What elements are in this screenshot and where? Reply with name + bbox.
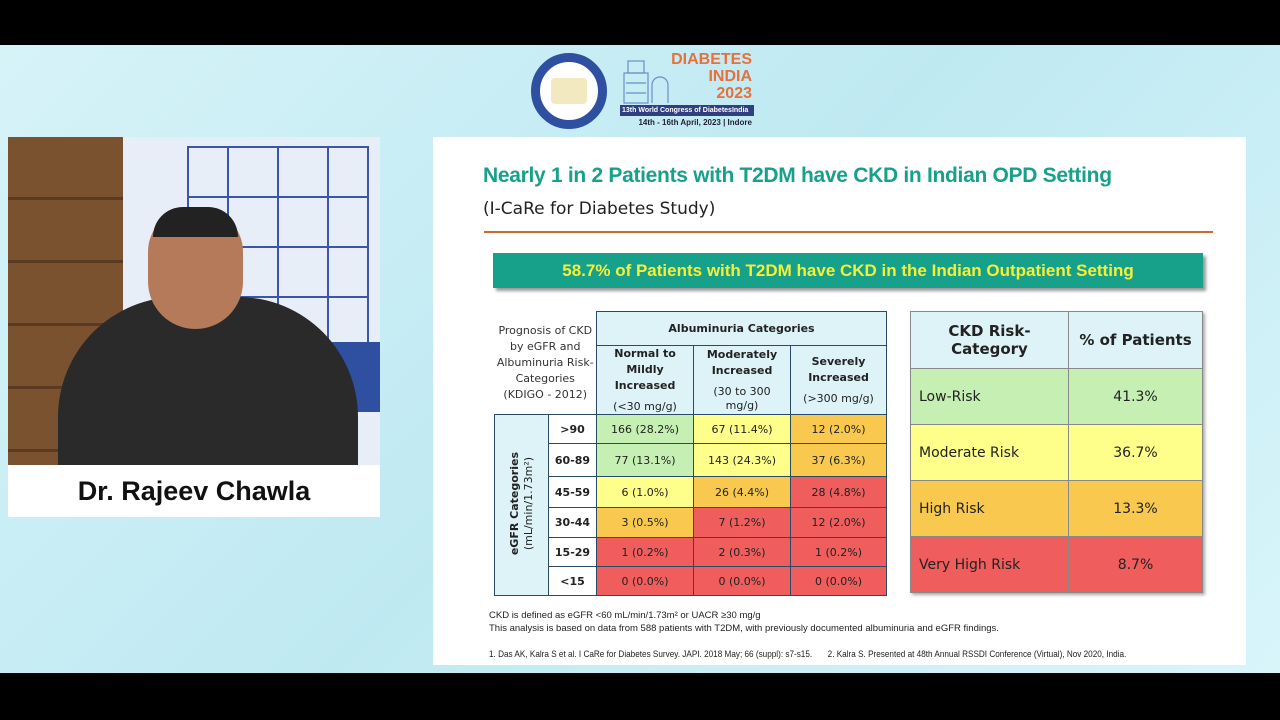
event-name-2: INDIA <box>708 68 752 85</box>
egfr-axis-label: eGFR Categories (mL/min/1.73m²) <box>494 414 549 596</box>
diabetes-india-2023-logo: DIABETES INDIA 2023 13th World Congress … <box>620 51 755 131</box>
header-percent: % of Patients <box>1068 311 1203 369</box>
risk-category: Moderate Risk <box>910 424 1069 481</box>
footnotes: CKD is defined as eGFR <60 mL/min/1.73m²… <box>489 609 999 635</box>
heatmap-cell: 1 (0.2%) <box>596 537 695 567</box>
risk-row: Moderate Risk 36.7% <box>910 424 1203 481</box>
albuminuria-header: Albuminuria Categories <box>596 311 888 346</box>
video-frame: DIABETES INDIA 2023 13th World Congress … <box>0 45 1280 673</box>
reference-1: 1. Das AK, Kalra S et al. I CaRe for Dia… <box>489 649 813 660</box>
event-congress: 13th World Congress of DiabetesIndia <box>620 105 754 116</box>
table-corner-label: Prognosis of CKD by eGFR and Albuminuria… <box>494 311 597 415</box>
note-ckd-definition: CKD is defined as eGFR <60 mL/min/1.73m²… <box>489 610 761 621</box>
table-row: <15 0 (0.0%) 0 (0.0%) 0 (0.0%) <box>495 566 888 596</box>
risk-percent: 8.7% <box>1068 536 1203 593</box>
risk-row: Low-Risk 41.3% <box>910 368 1203 425</box>
heatmap-cell: 3 (0.5%) <box>596 507 695 538</box>
egfr-row-label: <15 <box>547 566 598 596</box>
presentation-slide: Nearly 1 in 2 Patients with T2DM have CK… <box>433 137 1246 665</box>
event-dates: 14th - 16th April, 2023 | Indore <box>638 118 752 127</box>
column-range: (>300 mg/g) <box>803 392 874 405</box>
risk-category: Low-Risk <box>910 368 1069 425</box>
kdigo-heatmap-table: Prognosis of CKD by eGFR and Albuminuria… <box>494 311 888 596</box>
egfr-row-label: 30-44 <box>547 507 598 538</box>
risk-percent: 36.7% <box>1068 424 1203 481</box>
speaker-video <box>8 137 380 465</box>
slide-subtitle: (I-CaRe for Diabetes Study) <box>483 199 716 219</box>
risk-percent: 41.3% <box>1068 368 1203 425</box>
albuminuria-column-header: Severely Increased (>300 mg/g) <box>790 345 888 415</box>
table-row: eGFR Categories (mL/min/1.73m²) >90 166 (28… <box>494 414 888 596</box>
note-analysis: This analysis is based on data from 588 … <box>489 623 999 634</box>
heatmap-cell: 77 (13.1%) <box>596 443 695 477</box>
egfr-row-label: 15-29 <box>547 537 598 567</box>
heatmap-cell: 26 (4.4%) <box>693 476 792 508</box>
heatmap-cell: 1 (0.2%) <box>790 537 888 567</box>
heatmap-cell: 12 (2.0%) <box>790 507 888 538</box>
reference-2: 2. Kalra S. Presented at 48th Annual RSS… <box>827 649 1127 660</box>
column-name: Severely Increased <box>808 355 869 384</box>
heatmap-cell: 0 (0.0%) <box>790 566 888 596</box>
slide-title: Nearly 1 in 2 Patients with T2DM have CK… <box>483 164 1112 187</box>
heatmap-cell: 143 (24.3%) <box>693 443 792 477</box>
albuminuria-column-header: Moderately Increased (30 to 300 mg/g) <box>693 345 792 415</box>
table-row: 45-59 6 (1.0%) 26 (4.4%) 28 (4.8%) <box>495 476 888 508</box>
event-year: 2023 <box>716 85 752 102</box>
event-name: DIABETES <box>671 51 752 68</box>
heatmap-cell: 7 (1.2%) <box>693 507 792 538</box>
heatmap-cell: 0 (0.0%) <box>693 566 792 596</box>
heatmap-cell: 67 (11.4%) <box>693 414 792 444</box>
column-range: (30 to 300 mg/g) <box>713 385 771 412</box>
risk-category-table: CKD Risk-Category % of Patients Low-Risk… <box>910 311 1203 593</box>
column-name: Moderately Increased <box>706 348 778 377</box>
heatmap-cell: 12 (2.0%) <box>790 414 888 444</box>
seal-center-emblem <box>551 78 587 104</box>
egfr-label: eGFR Categories <box>507 451 521 556</box>
risk-category: Very High Risk <box>910 536 1069 593</box>
egfr-row-label: 45-59 <box>547 476 598 508</box>
diabetes-india-seal-logo <box>531 53 607 129</box>
egfr-row-label: >90 <box>547 414 598 444</box>
heatmap-cell: 166 (28.2%) <box>596 414 695 444</box>
divider <box>484 231 1213 233</box>
heatmap-cell: 0 (0.0%) <box>596 566 695 596</box>
table-row: 60-89 77 (13.1%) 143 (24.3%) 37 (6.3%) <box>495 443 888 477</box>
egfr-row-label: 60-89 <box>547 443 598 477</box>
column-name: Normal to Mildly Increased <box>614 347 676 392</box>
risk-category: High Risk <box>910 480 1069 537</box>
speaker-name: Dr. Rajeev Chawla <box>8 465 380 517</box>
risk-row: Very High Risk 8.7% <box>910 536 1203 593</box>
table-row: 30-44 3 (0.5%) 7 (1.2%) 12 (2.0%) <box>495 507 888 538</box>
albuminuria-column-header: Normal to Mildly Increased (<30 mg/g) <box>596 345 695 415</box>
heatmap-cell: 37 (6.3%) <box>790 443 888 477</box>
palace-icon <box>623 60 669 104</box>
heatmap-cell: 28 (4.8%) <box>790 476 888 508</box>
heatmap-cell: 2 (0.3%) <box>693 537 792 567</box>
column-range: (<30 mg/g) <box>613 400 677 413</box>
header-risk-category: CKD Risk-Category <box>910 311 1069 369</box>
heatmap-cell: 6 (1.0%) <box>596 476 695 508</box>
egfr-unit: (mL/min/1.73m²) <box>521 456 535 551</box>
risk-percent: 13.3% <box>1068 480 1203 537</box>
key-finding-banner: 58.7% of Patients with T2DM have CKD in … <box>493 253 1203 288</box>
risk-row: High Risk 13.3% <box>910 480 1203 537</box>
table-row: 15-29 1 (0.2%) 2 (0.3%) 1 (0.2%) <box>495 537 888 567</box>
references: 1. Das AK, Kalra S et al. I CaRe for Dia… <box>489 649 1126 661</box>
